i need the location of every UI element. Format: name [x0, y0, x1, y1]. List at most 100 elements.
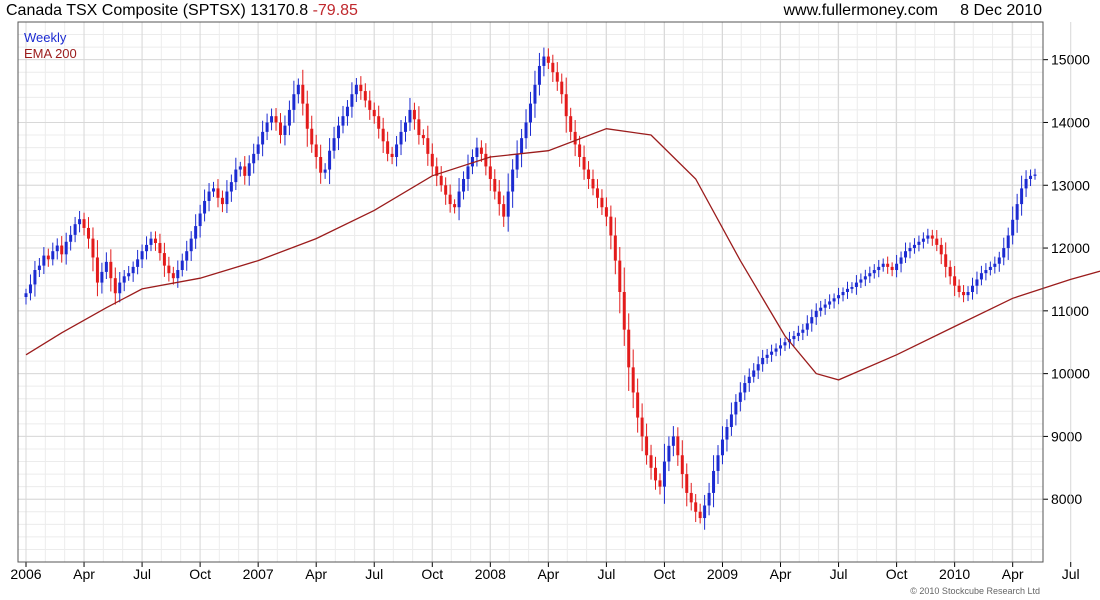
candle-body — [881, 263, 885, 267]
candle-body — [988, 266, 992, 271]
chart-title: Canada TSX Composite (SPTSX) 13170.8 -79… — [6, 2, 358, 20]
candle-body — [533, 84, 537, 104]
website-label: www.fullermoney.com — [783, 2, 938, 19]
candle-body — [136, 259, 140, 267]
candle-body — [622, 292, 626, 330]
candle-body — [546, 56, 550, 63]
candle-body — [247, 163, 251, 176]
candle-body — [569, 116, 573, 132]
candle-body — [131, 266, 135, 274]
legend-entry: Weekly — [24, 30, 67, 45]
candle-body — [145, 244, 149, 252]
candle-body — [912, 244, 916, 249]
candle-body — [305, 103, 309, 129]
candle-body — [104, 261, 108, 272]
candle-body — [274, 116, 278, 123]
index-name: Canada TSX Composite (SPTSX) — [6, 2, 246, 19]
candle-body — [868, 273, 872, 277]
candle-body — [381, 128, 385, 142]
candle-body — [55, 245, 59, 252]
candle-body — [604, 207, 608, 217]
candle-body — [908, 248, 912, 252]
candle-body — [122, 276, 126, 283]
candle-body — [395, 144, 399, 157]
candle-body — [917, 241, 921, 245]
candle-body — [229, 182, 233, 192]
candle-body — [600, 197, 604, 208]
candle-body — [113, 278, 117, 294]
candle-body — [703, 505, 707, 519]
candle-body — [149, 238, 153, 245]
candle-body — [890, 266, 894, 271]
x-tick-label: 2009 — [707, 566, 738, 582]
candle-body — [636, 392, 640, 418]
candle-body — [837, 295, 841, 299]
candle-body — [363, 91, 367, 101]
candle-body — [457, 191, 461, 208]
candle-body — [203, 200, 207, 214]
last-price: 13170.8 — [250, 2, 309, 19]
candle-body — [752, 370, 756, 377]
candle-body — [921, 238, 925, 242]
candle-body — [578, 144, 582, 157]
candle-body — [997, 257, 1001, 264]
candle-body — [368, 100, 372, 110]
candle-body — [953, 276, 957, 286]
candle-body — [314, 144, 318, 157]
candle-body — [220, 197, 224, 205]
plot-frame — [17, 21, 1044, 563]
candle-body — [78, 219, 82, 225]
candle-body — [332, 138, 336, 151]
y-tick-label: 9000 — [1051, 428, 1082, 444]
candle-body — [845, 288, 849, 292]
x-tick-label: Jul — [597, 566, 615, 582]
x-tick-label: Oct — [654, 566, 676, 582]
candle-body — [819, 307, 823, 311]
candle-body — [484, 153, 488, 167]
candle-body — [1020, 188, 1024, 205]
candle-body — [386, 141, 390, 154]
candle-body — [823, 304, 827, 308]
candle-body — [984, 270, 988, 274]
candle-body — [176, 270, 180, 279]
candle-body — [609, 216, 613, 236]
candle-body — [645, 436, 649, 456]
candle-body — [680, 455, 684, 475]
candle-body — [162, 253, 166, 266]
candle-body — [328, 150, 332, 170]
candle-body — [877, 266, 881, 271]
candle-body — [225, 191, 229, 205]
candle-body — [796, 332, 800, 336]
candle-body — [462, 178, 466, 192]
candle-body — [841, 292, 845, 296]
candle-body — [765, 354, 769, 358]
candle-body — [1033, 174, 1037, 176]
candle-body — [479, 147, 483, 154]
candle-body — [234, 169, 238, 183]
candle-body — [970, 285, 974, 292]
candle-body — [587, 169, 591, 179]
candle-body — [167, 265, 171, 274]
x-tick-label: Jul — [133, 566, 151, 582]
candle-body — [904, 251, 908, 258]
candle-body — [962, 292, 966, 296]
candle-body — [354, 84, 358, 95]
candle-body — [1011, 219, 1015, 236]
candle-body — [82, 219, 86, 228]
candle-body — [278, 122, 282, 136]
candle-body — [756, 364, 760, 371]
candle-body — [886, 263, 890, 267]
candle-body — [676, 436, 680, 456]
candle-body — [662, 461, 666, 487]
candle-body — [707, 492, 711, 506]
candle-body — [832, 298, 836, 302]
candle-body — [712, 470, 716, 493]
candle-body — [859, 279, 863, 283]
x-tick-label: Oct — [189, 566, 211, 582]
candle-body — [1006, 235, 1010, 249]
candle-body — [345, 106, 349, 117]
candle-body — [153, 238, 157, 244]
candle-body — [814, 310, 818, 318]
candle-body — [292, 94, 296, 110]
x-tick-label: 2007 — [243, 566, 274, 582]
